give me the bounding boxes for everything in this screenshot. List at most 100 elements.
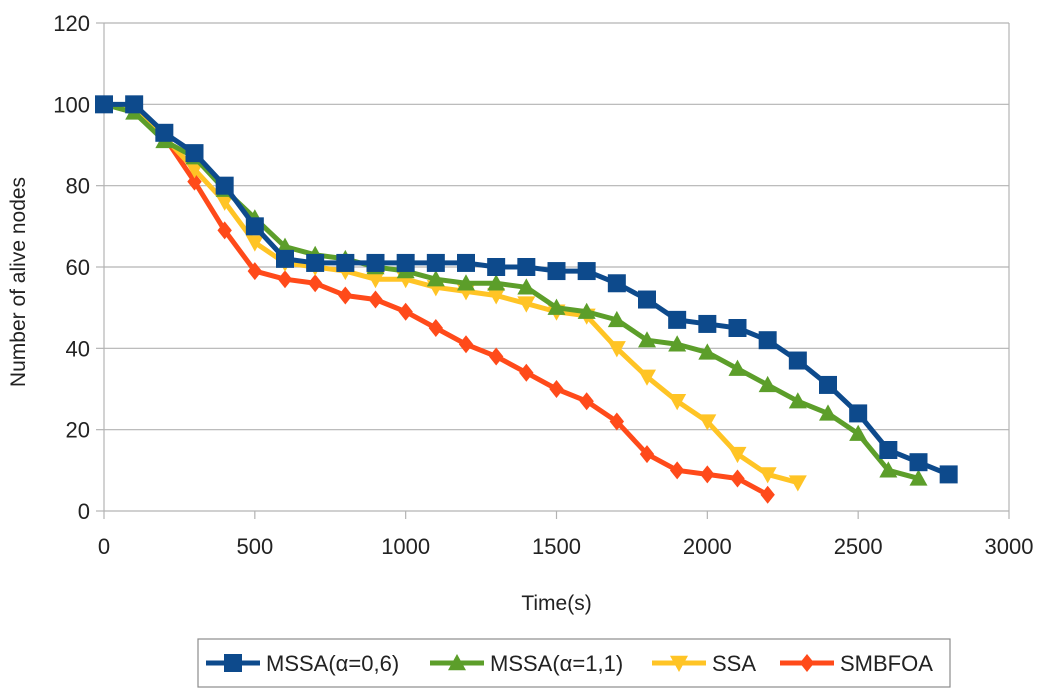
data-point (517, 296, 536, 313)
data-point (758, 467, 777, 484)
data-point (215, 176, 234, 195)
legend-marker (799, 654, 815, 672)
data-point (760, 485, 775, 504)
data-point (276, 249, 294, 268)
data-point (245, 235, 264, 252)
data-point (517, 278, 536, 295)
legend-label: MSSA(α=0,6) (266, 651, 399, 676)
data-point (396, 253, 415, 272)
legend-entry-1: MSSA(α=1,1) (430, 651, 623, 676)
legend-entry-0: MSSA(α=0,6) (206, 651, 399, 676)
legend: MSSA(α=0,6) MSSA(α=1,1) SSA SMBFOA (197, 638, 951, 688)
data-point (698, 414, 717, 431)
data-point (788, 351, 807, 370)
y-tick-label: 80 (66, 174, 90, 199)
data-point (487, 288, 506, 305)
data-point (577, 262, 596, 281)
data-point (366, 253, 385, 272)
data-point (668, 310, 687, 329)
data-point (426, 270, 445, 287)
series-0 (95, 95, 958, 484)
legend-entry-2: SSA (652, 651, 756, 676)
data-point (607, 310, 626, 328)
series-group (95, 95, 958, 504)
data-point (368, 290, 383, 309)
legend-label: SMBFOA (840, 651, 933, 676)
data-point (639, 445, 655, 464)
data-point (487, 274, 506, 291)
data-point (819, 375, 837, 394)
data-point (458, 335, 474, 354)
legend-marker (670, 655, 688, 672)
data-point (488, 347, 504, 366)
data-point (457, 274, 475, 291)
data-point (638, 331, 656, 348)
x-tick-label: 1500 (532, 534, 581, 559)
data-point (607, 341, 626, 358)
data-point (849, 424, 868, 441)
data-point (669, 461, 685, 480)
x-tick-label: 500 (236, 534, 273, 559)
legend-marker (224, 654, 242, 672)
data-point (426, 253, 445, 272)
data-point (728, 446, 747, 464)
data-point (125, 95, 144, 114)
legend-marker (448, 654, 466, 671)
data-point (577, 302, 596, 319)
series-line (103, 101, 920, 481)
data-point (547, 262, 566, 281)
data-point (879, 461, 898, 478)
data-point (939, 465, 958, 484)
data-point (638, 369, 656, 386)
y-tick-labels: 0 20 40 60 80 100 120 (53, 11, 90, 524)
data-point (245, 217, 264, 236)
data-point (306, 253, 325, 272)
x-tick-label: 2500 (834, 534, 883, 559)
data-point (95, 95, 113, 114)
data-point (398, 302, 413, 321)
y-tick-label: 60 (66, 255, 90, 280)
data-point (457, 253, 475, 272)
data-point (519, 363, 534, 382)
data-point (788, 392, 807, 409)
data-point (668, 335, 687, 352)
y-tick-label: 120 (53, 11, 90, 36)
legend-entry-3: SMBFOA (780, 651, 933, 676)
y-tick-label: 0 (78, 499, 90, 524)
data-point (909, 469, 928, 486)
data-point (487, 258, 506, 276)
data-point (607, 274, 626, 293)
data-point (549, 380, 564, 398)
data-point (277, 270, 293, 289)
data-point (217, 221, 232, 240)
data-point (638, 290, 656, 309)
data-point (366, 272, 385, 289)
data-point (155, 123, 174, 142)
x-tick-label: 2000 (683, 534, 732, 559)
x-tick-label: 1000 (381, 534, 430, 559)
data-point (336, 253, 355, 272)
x-tick-label: 0 (98, 534, 110, 559)
legend-label: SSA (712, 651, 756, 676)
data-point (307, 274, 323, 293)
data-point (517, 258, 536, 276)
data-point (428, 319, 444, 337)
data-point (187, 172, 202, 191)
data-point (700, 465, 715, 484)
data-point (728, 319, 747, 337)
data-point (276, 237, 294, 254)
data-point (609, 412, 625, 431)
x-tick-label: 3000 (985, 534, 1034, 559)
y-tick-label: 20 (66, 418, 90, 443)
legend-label: MSSA(α=1,1) (490, 651, 623, 676)
series-line (103, 101, 799, 485)
y-axis-title: Number of alive nodes (7, 177, 30, 387)
y-tick-label: 100 (53, 92, 90, 117)
x-axis-title: Time(s) (521, 592, 591, 615)
data-point (247, 262, 263, 281)
data-point (185, 162, 204, 179)
data-point (547, 298, 566, 315)
data-point (338, 286, 353, 305)
data-point (668, 394, 687, 411)
data-point (728, 359, 747, 376)
